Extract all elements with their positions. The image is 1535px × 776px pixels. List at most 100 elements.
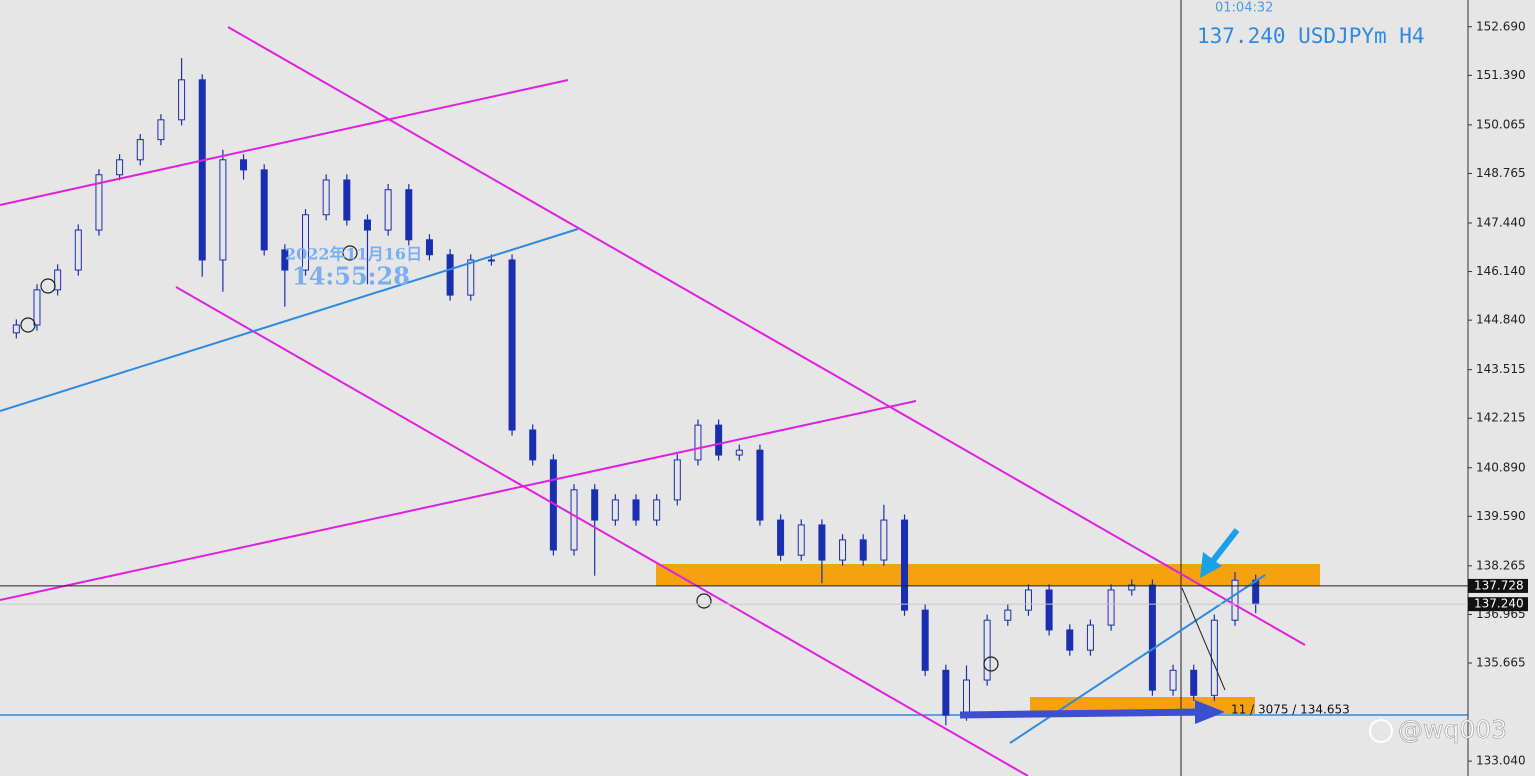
y-tick-label: 144.840 — [1476, 313, 1526, 327]
candle-body — [260, 169, 268, 251]
candle-body — [1252, 579, 1260, 605]
price-label: 137.240 — [1474, 597, 1524, 611]
candle-body — [425, 239, 433, 256]
candle-body — [942, 669, 950, 716]
price-label: 137.728 — [1474, 578, 1524, 592]
candle-body — [1024, 589, 1032, 611]
candle-body — [797, 524, 805, 556]
y-tick-label: 143.515 — [1476, 362, 1526, 376]
candle-body — [611, 499, 619, 521]
candle-body — [508, 259, 516, 431]
candle-body — [178, 79, 186, 121]
candle-body — [1169, 669, 1177, 691]
timer: 01:04:32 — [1215, 1, 1273, 16]
candle-body — [405, 189, 413, 241]
candle-body — [384, 189, 392, 231]
y-tick-label: 140.890 — [1476, 460, 1526, 474]
candle-body — [281, 249, 289, 271]
date-overlay: 2022年11月16日 — [285, 245, 422, 264]
measure-label: 11 / 3075 / 134.653 — [1231, 703, 1350, 717]
candle-body — [570, 489, 578, 551]
arrow — [1209, 528, 1240, 564]
arrow — [959, 708, 1201, 719]
candle-body — [735, 449, 743, 456]
measure-line — [1181, 587, 1226, 691]
candles — [12, 58, 1260, 726]
y-tick-label: 152.690 — [1476, 19, 1526, 33]
arrow-head — [1200, 552, 1222, 578]
arrow-head — [1195, 700, 1225, 724]
candle-body — [363, 219, 371, 231]
candle-body — [818, 524, 826, 561]
candle-body — [54, 269, 62, 291]
candle-body — [921, 609, 929, 671]
candle-body — [962, 679, 970, 716]
watermark-icon — [1369, 719, 1393, 743]
y-tick-label: 138.265 — [1476, 558, 1526, 572]
candle-body — [322, 179, 330, 216]
candle-body — [1210, 619, 1218, 696]
candle-body — [487, 259, 495, 262]
candle-body — [1107, 589, 1115, 626]
candle-body — [157, 119, 165, 141]
candle-body — [343, 179, 351, 221]
marker — [696, 593, 712, 609]
y-tick-label: 133.040 — [1476, 754, 1526, 768]
candle-body — [1128, 584, 1136, 591]
symbol-header: 137.240 USDJPYm H4 — [1197, 24, 1425, 48]
trend-line — [0, 400, 917, 601]
watermark: @wq003 — [1398, 715, 1507, 744]
candle-body — [74, 229, 82, 271]
candle-body — [859, 539, 867, 561]
trend-line — [0, 228, 579, 412]
candle-body — [983, 619, 991, 681]
candle-body — [529, 429, 537, 461]
trend-line — [0, 79, 569, 206]
marker — [342, 245, 358, 261]
candle-body — [591, 489, 599, 521]
candle-body — [1004, 609, 1012, 621]
candle-body — [777, 519, 785, 556]
candle-body — [694, 424, 702, 461]
candle-body — [901, 519, 909, 611]
candle-body — [715, 424, 723, 456]
candle-body — [198, 79, 206, 261]
y-tick-label: 146.140 — [1476, 264, 1526, 278]
candle-body — [136, 139, 144, 161]
markers — [20, 245, 999, 672]
y-tick-label: 147.440 — [1476, 215, 1526, 229]
candle-body — [33, 289, 41, 326]
candle-body — [1148, 584, 1156, 691]
candle-body — [446, 254, 454, 296]
candle-body — [1231, 579, 1239, 621]
marker — [20, 317, 36, 333]
candle-body — [756, 449, 764, 521]
time-overlay: 14:55:28 — [292, 262, 410, 291]
candle-body — [95, 174, 103, 231]
y-tick-label: 150.065 — [1476, 117, 1526, 131]
candle-body — [219, 159, 227, 261]
marker — [40, 278, 56, 294]
candle-body — [880, 519, 888, 561]
y-tick-label: 135.665 — [1476, 656, 1526, 670]
candle-body — [1086, 624, 1094, 651]
candle-body — [673, 459, 681, 501]
y-tick-label: 151.390 — [1476, 68, 1526, 82]
candle-body — [632, 499, 640, 521]
candle-body — [302, 214, 310, 271]
candle-body — [467, 259, 475, 296]
resistance-zone — [656, 564, 1320, 586]
y-tick-label: 142.215 — [1476, 411, 1526, 425]
arrows — [959, 528, 1240, 724]
y-tick-label: 148.765 — [1476, 166, 1526, 180]
trend-line — [175, 286, 1029, 776]
candle-body — [653, 499, 661, 521]
trend-line — [227, 26, 1306, 646]
candle-body — [240, 159, 248, 171]
candle-body — [12, 324, 20, 334]
marker — [983, 656, 999, 672]
candle-body — [116, 159, 124, 176]
